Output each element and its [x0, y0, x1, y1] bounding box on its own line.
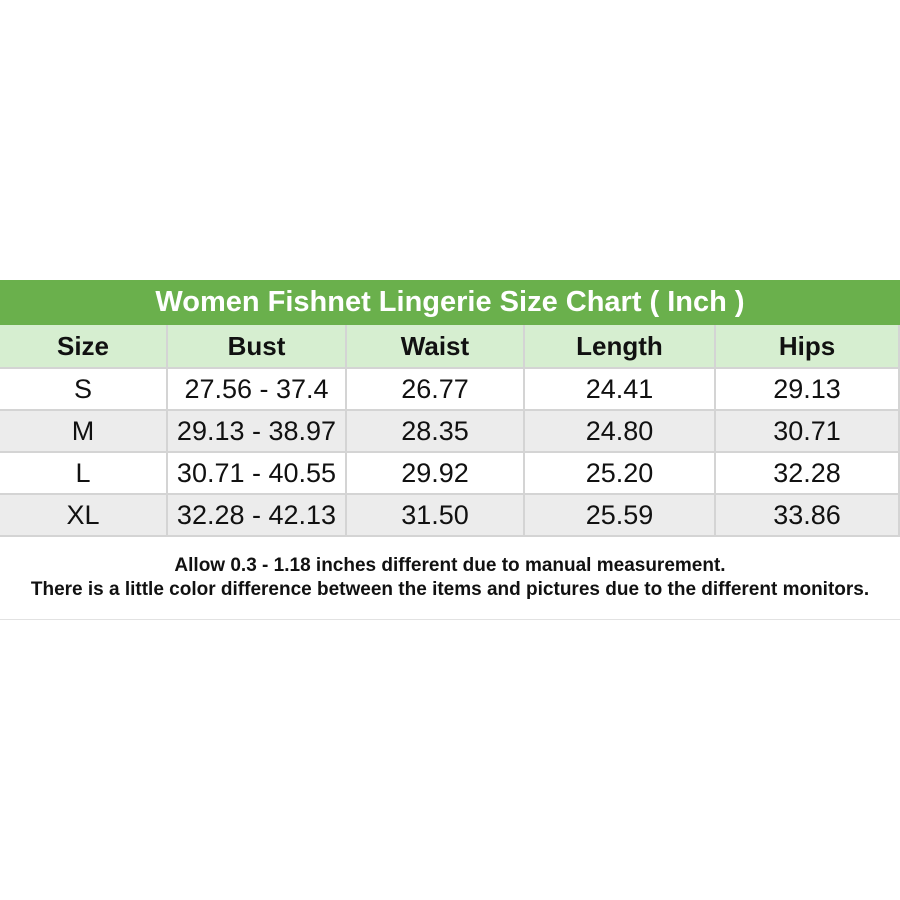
table-cell: 25.20: [525, 453, 716, 495]
table-cell: 32.28 - 42.13: [168, 495, 347, 537]
column-header: Length: [525, 325, 716, 369]
table-cell: 32.28: [716, 453, 900, 495]
table-title: Women Fishnet Lingerie Size Chart ( Inch…: [0, 280, 900, 325]
table-cell: 31.50: [347, 495, 525, 537]
table-cell: 30.71: [716, 411, 900, 453]
divider: [0, 619, 900, 620]
column-header: Bust: [168, 325, 347, 369]
table-cell: 26.77: [347, 369, 525, 411]
column-header: Hips: [716, 325, 900, 369]
table-cell: 29.13: [716, 369, 900, 411]
note: Allow 0.3 - 1.18 inches different due to…: [174, 555, 726, 576]
table-cell: S: [0, 369, 168, 411]
table-cell: 28.35: [347, 411, 525, 453]
table-cell: 24.41: [525, 369, 716, 411]
table-cell: XL: [0, 495, 168, 537]
table-cell: 30.71 - 40.55: [168, 453, 347, 495]
table-cell: L: [0, 453, 168, 495]
column-header: Waist: [347, 325, 525, 369]
table-cell: M: [0, 411, 168, 453]
table-cell: 29.13 - 38.97: [168, 411, 347, 453]
table-cell: 24.80: [525, 411, 716, 453]
table-cell: 29.92: [347, 453, 525, 495]
table-cell: 25.59: [525, 495, 716, 537]
column-header: Size: [0, 325, 168, 369]
table-cell: 33.86: [716, 495, 900, 537]
note: There is a little color difference betwe…: [30, 579, 870, 600]
table-cell: 27.56 - 37.4: [168, 369, 347, 411]
